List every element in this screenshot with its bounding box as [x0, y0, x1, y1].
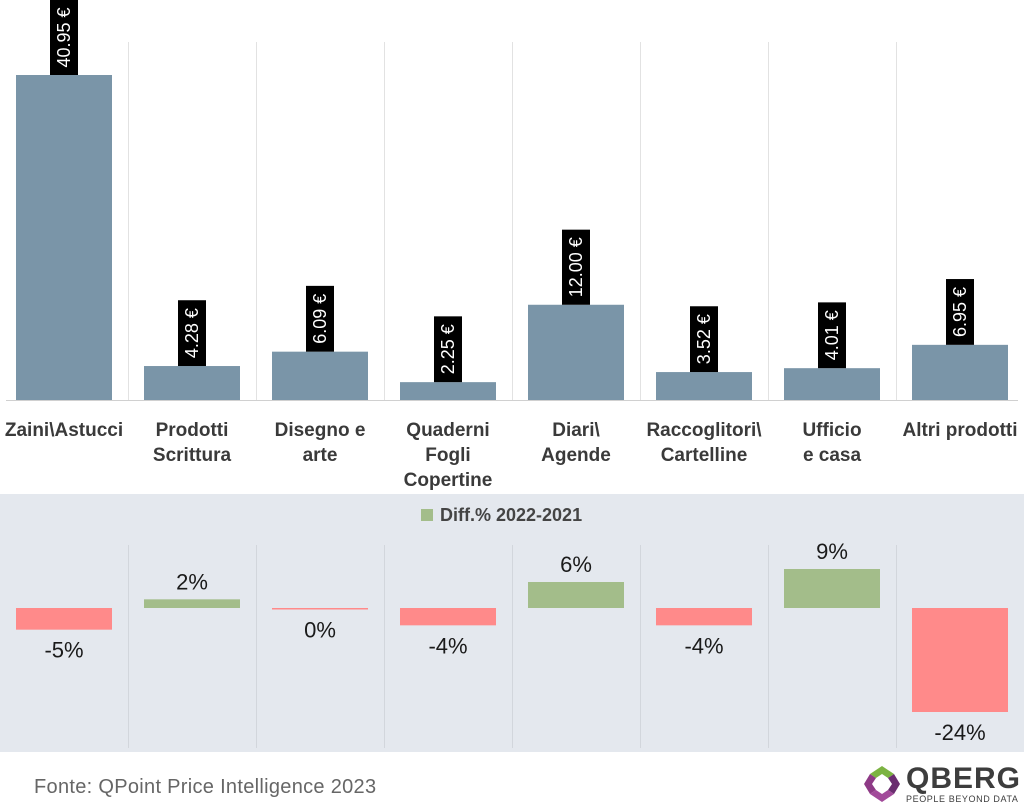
category-labels: Zaini\Astucci Prodotti Scrittura Disegno e a…: [5, 420, 1018, 491]
category-label: Cartelline: [661, 445, 748, 466]
diff-bar: [272, 608, 368, 610]
diff-bars: -5% 2% 0% -4% 6% -4% 9% -24%: [16, 539, 1008, 745]
logo-wordmark: QBERG: [906, 762, 1022, 795]
price-value-label: 6.95 €: [950, 287, 970, 337]
diff-value-label: -4%: [428, 633, 467, 658]
price-bar: [144, 366, 240, 400]
price-label-box: [178, 300, 206, 367]
category-label: e casa: [803, 445, 862, 466]
diff-bar: [656, 608, 752, 626]
category-label: Ufficio: [802, 420, 861, 441]
price-bar: [912, 344, 1008, 400]
price-value-label: 40.95 €: [54, 7, 74, 67]
price-bar: [400, 382, 496, 400]
price-value-label: 12.00 €: [566, 237, 586, 297]
diff-value-label: -5%: [44, 638, 83, 663]
category-label: Fogli: [425, 445, 470, 466]
price-label-box: [50, 0, 78, 75]
price-value-label: 6.09 €: [310, 294, 330, 344]
price-bar: [656, 372, 752, 400]
price-bars: 40.95 € 4.28 € 6.09 € 2.25 € 12.00 € 3.52 € 4.…: [6, 0, 1018, 401]
price-bar: [16, 75, 112, 400]
category-label: Agende: [541, 445, 611, 466]
diff-bar: [784, 569, 880, 608]
diff-bar: [144, 599, 240, 608]
qberg-logo: QBERG PEOPLE BEYOND DATA: [860, 762, 1020, 806]
diff-value-label: 6%: [560, 552, 592, 577]
source-note: Fonte: QPoint Price Intelligence 2023: [34, 776, 377, 798]
category-label: arte: [303, 445, 338, 466]
category-label: Diari\: [552, 420, 600, 441]
logo-tagline: PEOPLE BEYOND DATA: [906, 794, 1019, 804]
price-label-box: [434, 316, 462, 383]
diff-bar: [528, 582, 624, 608]
price-label-box: [946, 279, 974, 345]
price-label-box: [690, 306, 718, 373]
diff-value-label: -4%: [684, 633, 723, 658]
price-value-label: 4.28 €: [182, 308, 202, 358]
legend: Diff.% 2022-2021: [421, 505, 582, 525]
diff-bar: [400, 608, 496, 626]
diff-value-label: 2%: [176, 569, 208, 594]
category-label: Prodotti: [156, 420, 229, 441]
diff-value-label: 9%: [816, 539, 848, 564]
gridlines: [128, 42, 897, 748]
category-label: Altri prodotti: [902, 420, 1017, 441]
category-label: Scrittura: [153, 445, 232, 466]
category-label: Quaderni: [406, 420, 489, 441]
legend-swatch: [421, 509, 433, 521]
legend-label: Diff.% 2022-2021: [440, 505, 582, 525]
price-bar: [272, 351, 368, 400]
price-label-box: [562, 229, 590, 305]
category-label: Disegno e: [275, 420, 366, 441]
diff-value-label: -24%: [934, 720, 985, 745]
qberg-logo-icon: [864, 766, 900, 802]
diff-bar: [912, 608, 1008, 712]
price-bar: [784, 368, 880, 400]
price-label-box: [818, 302, 846, 369]
chart-canvas: 40.95 € 4.28 € 6.09 € 2.25 € 12.00 € 3.52 € 4.…: [0, 0, 1024, 752]
category-label: Zaini\Astucci: [5, 420, 123, 441]
price-value-label: 3.52 €: [694, 314, 714, 364]
price-value-label: 2.25 €: [438, 324, 458, 374]
price-label-box: [306, 285, 334, 352]
price-value-label: 4.01 €: [822, 310, 842, 360]
category-label: Copertine: [404, 470, 493, 491]
price-bar: [528, 304, 624, 400]
diff-value-label: 0%: [304, 618, 336, 643]
category-label: Raccoglitori\: [646, 420, 762, 441]
diff-bar: [16, 608, 112, 630]
